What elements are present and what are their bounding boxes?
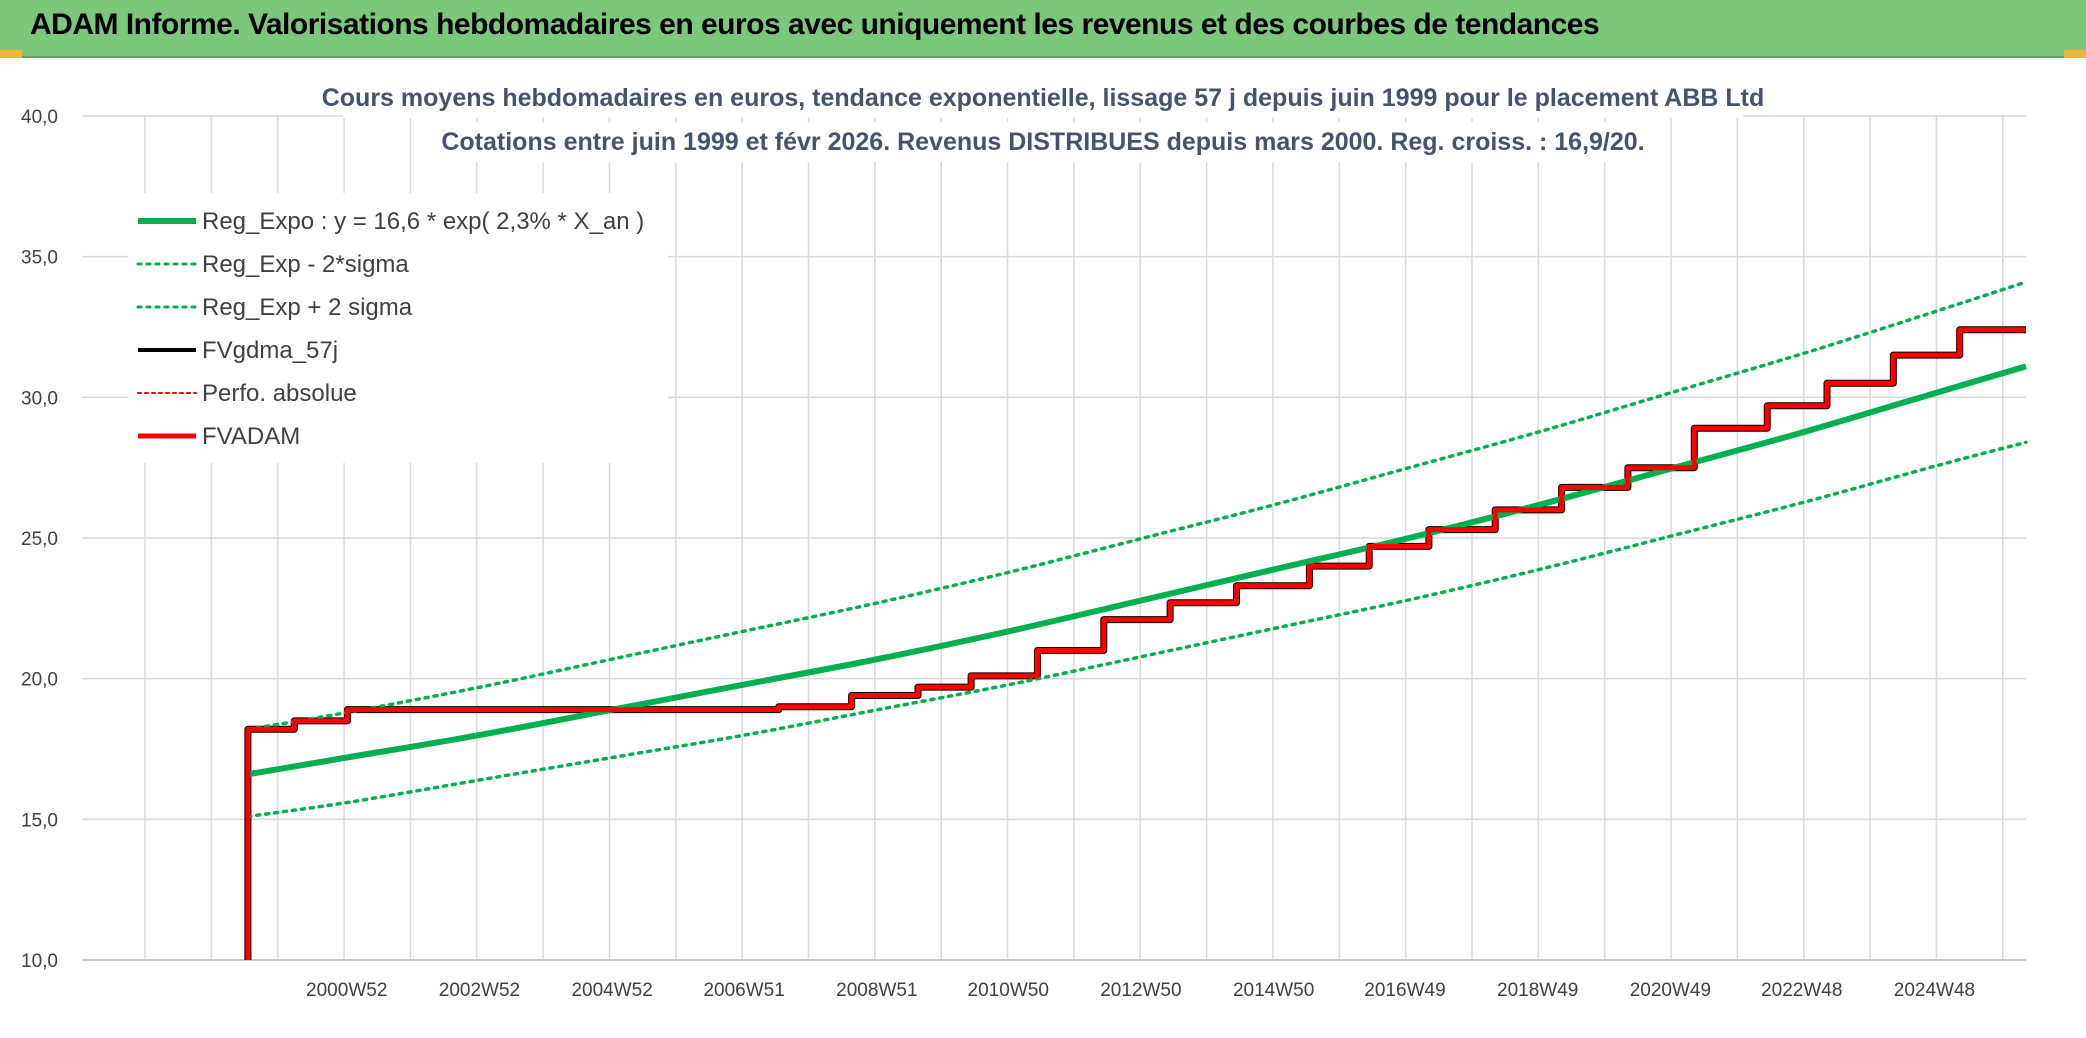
reg-exp-minus-2sigma-line	[246, 440, 2028, 819]
y-tick-label: 35,0	[21, 248, 58, 269]
report-title: ADAM Informe. Valorisations hebdomadaire…	[30, 8, 1600, 41]
chart-title-line-2: Cotations entre juin 1999 et févr 2026. …	[441, 128, 1644, 156]
x-tick-label: 2020W49	[1630, 980, 1711, 1001]
y-tick-label: 40,0	[21, 107, 58, 128]
chart-title: Cours moyens hebdomadaires en euros, ten…	[322, 78, 1765, 162]
x-tick-label: 2018W49	[1497, 980, 1578, 1001]
x-tick-label: 2008W51	[836, 980, 917, 1001]
legend-bg	[128, 193, 668, 463]
axes: 10,0 15,0 20,0 25,0 30,0 35,0 40,0 2000W52 2002W…	[21, 107, 1975, 1001]
legend: Reg_Expo : y = 16,6 * exp( 2,3% * X_an )…	[128, 193, 668, 463]
legend-label: Reg_Exp - 2*sigma	[202, 251, 409, 278]
legend-label: Reg_Expo : y = 16,6 * exp( 2,3% * X_an )	[202, 208, 644, 235]
x-tick-label: 2002W52	[439, 980, 520, 1001]
x-tick-label: 2000W52	[306, 980, 387, 1001]
y-tick-label: 10,0	[21, 951, 58, 972]
y-tick-label: 30,0	[21, 388, 58, 409]
fvadam-line	[245, 327, 2026, 960]
x-tick-label: 2014W50	[1233, 980, 1314, 1001]
y-tick-label: 15,0	[21, 810, 58, 831]
series-group	[244, 280, 2028, 960]
corner-marker-left	[0, 50, 22, 58]
chart-title-bg	[343, 78, 1743, 118]
legend-label: FVgdma_57j	[202, 337, 338, 364]
x-tick-label: 2012W50	[1100, 980, 1181, 1001]
x-tick-label: 2016W49	[1364, 980, 1445, 1001]
chart-title-line-1: Cours moyens hebdomadaires en euros, ten…	[322, 84, 1765, 112]
chart-svg: Cours moyens hebdomadaires en euros, ten…	[21, 78, 2028, 1001]
reg-expo-line	[247, 363, 2027, 778]
reg-exp-plus-2sigma-line	[246, 280, 2028, 732]
x-tick-label: 2022W48	[1761, 980, 1842, 1001]
legend-label: FVADAM	[202, 423, 300, 450]
corner-marker-right	[2064, 50, 2086, 58]
legend-label: Reg_Exp + 2 sigma	[202, 294, 413, 321]
legend-label: Perfo. absolue	[202, 380, 357, 407]
report-banner: ADAM Informe. Valorisations hebdomadaire…	[0, 0, 2086, 58]
x-tick-label: 2004W52	[571, 980, 652, 1001]
y-tick-label: 20,0	[21, 670, 58, 691]
chart-title-bg	[463, 122, 1623, 162]
x-tick-label: 2024W48	[1894, 980, 1975, 1001]
y-tick-label: 25,0	[21, 529, 58, 550]
chart-area: Cours moyens hebdomadaires en euros, ten…	[0, 58, 2086, 1038]
x-tick-label: 2006W51	[703, 980, 784, 1001]
x-tick-label: 2010W50	[968, 980, 1049, 1001]
